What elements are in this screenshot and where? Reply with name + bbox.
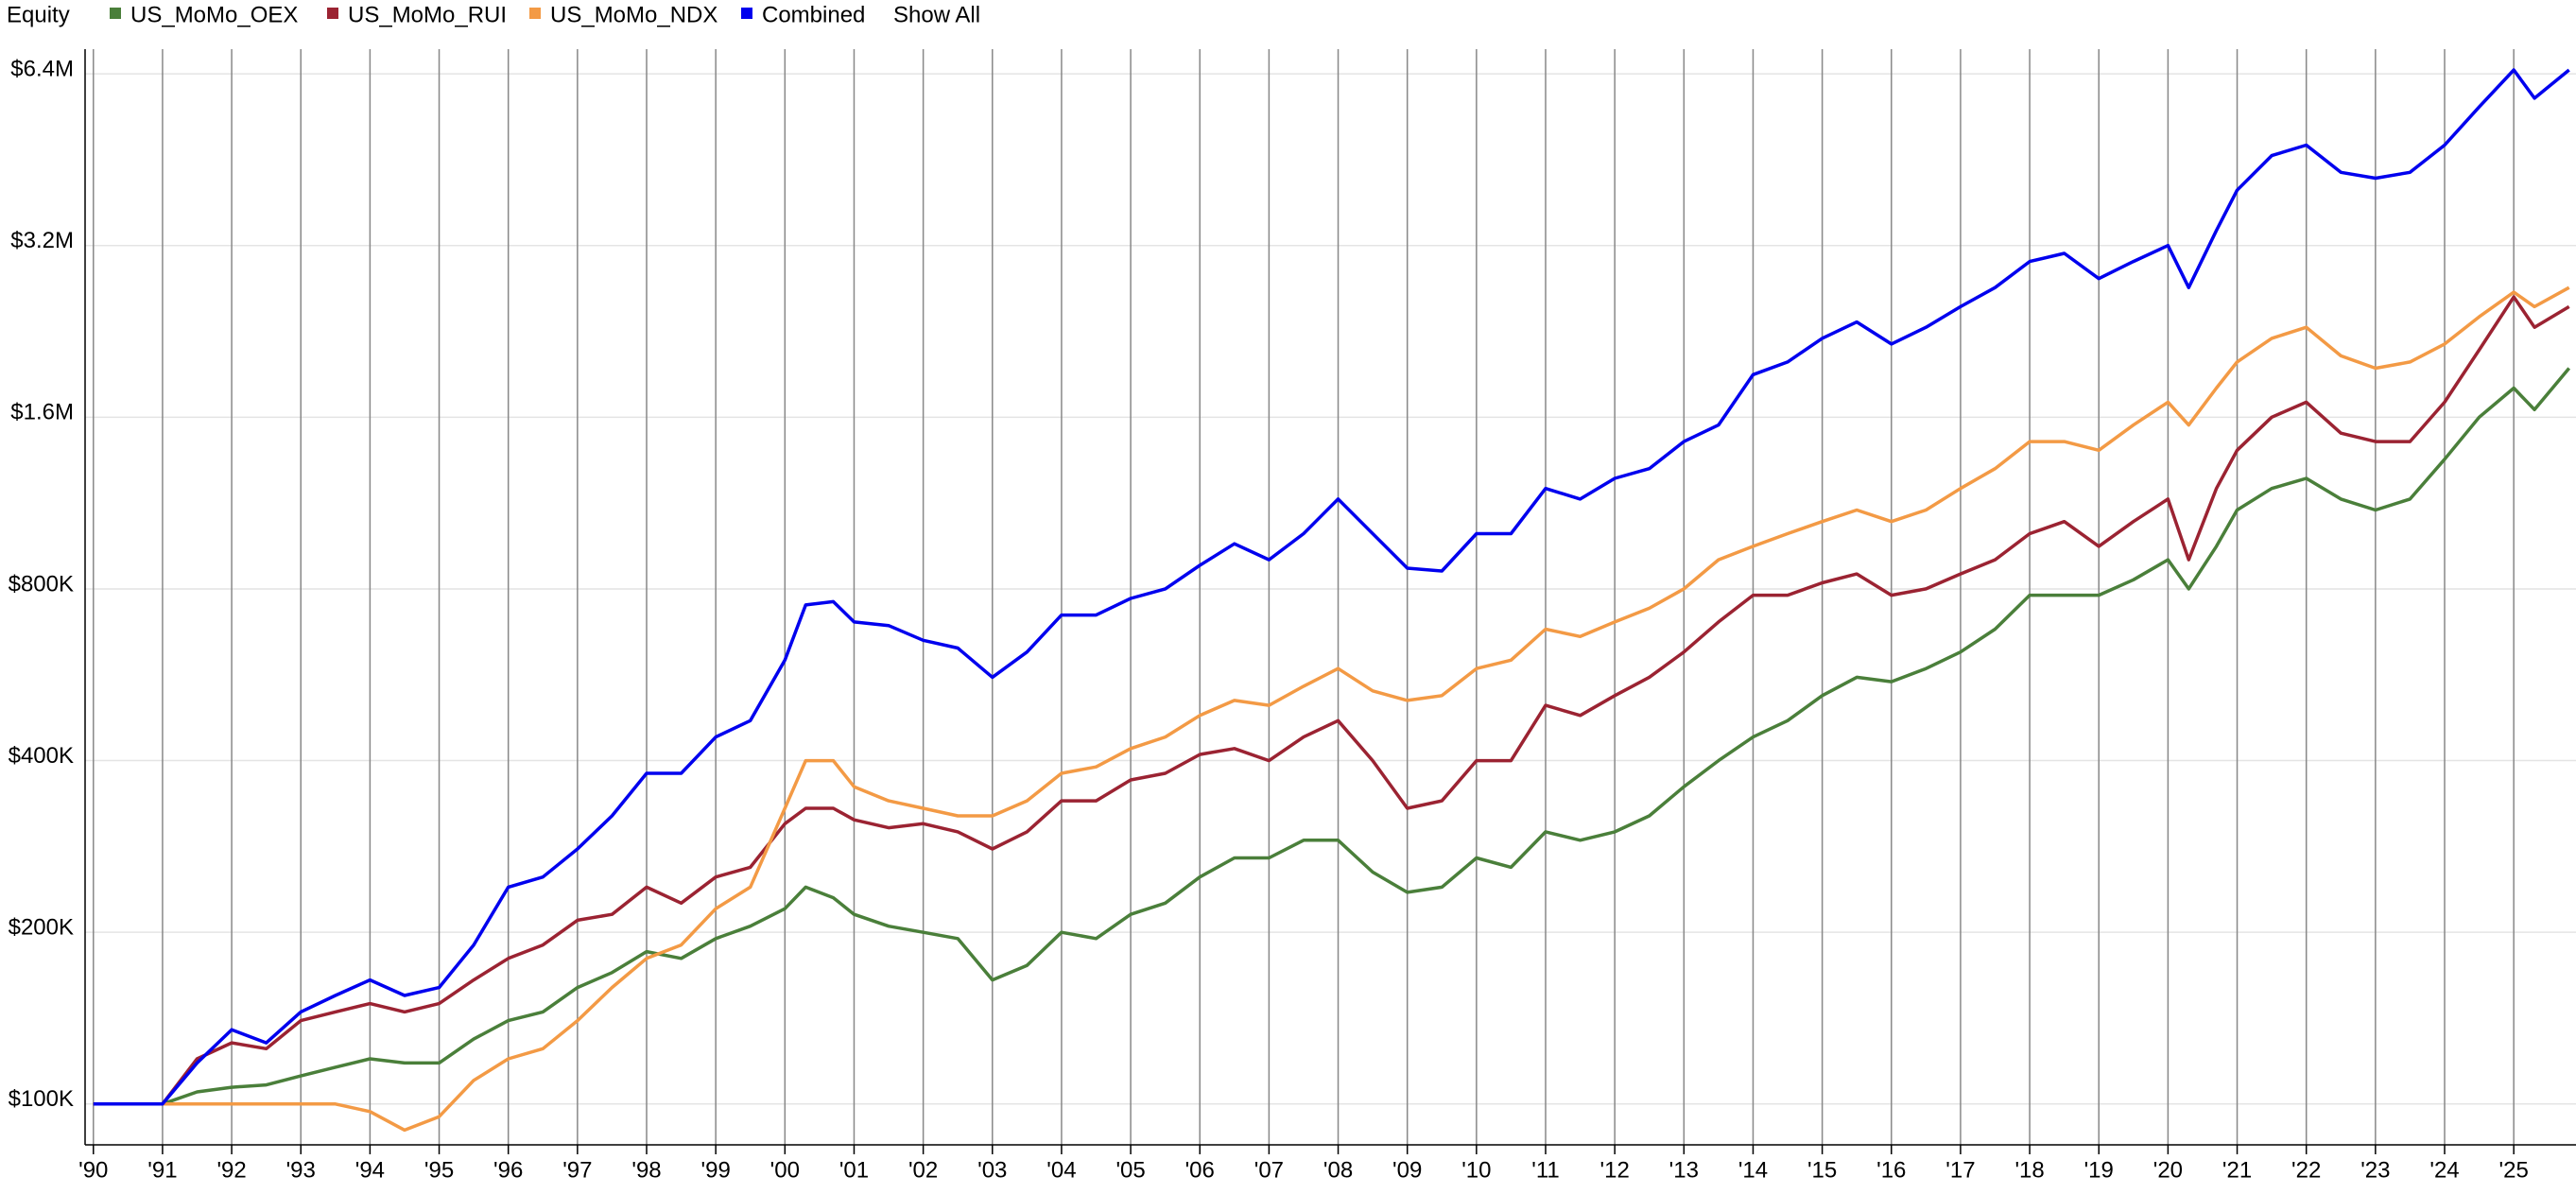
x-tick-label: '04 bbox=[1046, 1157, 1076, 1183]
x-tick-label: '90 bbox=[78, 1157, 108, 1183]
x-tick-label: '21 bbox=[2222, 1157, 2252, 1183]
legend-label[interactable]: US_MoMo_NDX bbox=[550, 2, 717, 27]
legend-swatch bbox=[110, 8, 121, 19]
x-tick-label: '08 bbox=[1323, 1157, 1353, 1183]
x-tick-label: '19 bbox=[2084, 1157, 2114, 1183]
y-tick-label: $200K bbox=[9, 915, 74, 941]
legend-title: Equity bbox=[7, 2, 70, 27]
x-tick-label: '95 bbox=[424, 1157, 454, 1183]
series-line bbox=[93, 68, 2570, 1106]
x-tick-label: '97 bbox=[562, 1157, 592, 1183]
series-line bbox=[93, 295, 2570, 1106]
legend-label[interactable]: Combined bbox=[762, 2, 865, 27]
x-tick-label: '20 bbox=[2153, 1157, 2183, 1183]
x-tick-label: '16 bbox=[1876, 1157, 1906, 1183]
x-tick-label: '96 bbox=[493, 1157, 523, 1183]
x-tick-label: '03 bbox=[977, 1157, 1007, 1183]
y-tick-label: $6.4M bbox=[10, 56, 74, 81]
show-all[interactable]: Show All bbox=[893, 2, 980, 27]
legend-label[interactable]: US_MoMo_RUI bbox=[348, 2, 507, 27]
x-tick-label: '91 bbox=[147, 1157, 177, 1183]
x-tick-label: '17 bbox=[1945, 1157, 1975, 1183]
series-line bbox=[93, 286, 2570, 1133]
x-tick-label: '12 bbox=[1600, 1157, 1630, 1183]
x-tick-label: '06 bbox=[1185, 1157, 1215, 1183]
x-tick-label: '93 bbox=[286, 1157, 316, 1183]
x-tick-label: '09 bbox=[1392, 1157, 1422, 1183]
y-tick-label: $1.6M bbox=[10, 400, 74, 425]
y-tick-label: $100K bbox=[9, 1086, 74, 1112]
x-tick-label: '24 bbox=[2429, 1157, 2459, 1183]
x-tick-label: '00 bbox=[770, 1157, 800, 1183]
x-tick-label: '99 bbox=[701, 1157, 731, 1183]
x-tick-label: '15 bbox=[1807, 1157, 1837, 1183]
x-tick-label: '01 bbox=[839, 1157, 869, 1183]
legend-swatch bbox=[529, 8, 541, 19]
x-tick-label: '92 bbox=[216, 1157, 246, 1183]
x-tick-label: '07 bbox=[1254, 1157, 1284, 1183]
y-tick-label: $3.2M bbox=[10, 228, 74, 253]
y-tick-label: $800K bbox=[9, 571, 74, 597]
x-tick-label: '11 bbox=[1531, 1157, 1560, 1183]
x-tick-label: '18 bbox=[2014, 1157, 2044, 1183]
x-tick-label: '25 bbox=[2499, 1157, 2529, 1183]
x-tick-label: '14 bbox=[1738, 1157, 1768, 1183]
x-tick-label: '22 bbox=[2291, 1157, 2321, 1183]
legend-label[interactable]: US_MoMo_OEX bbox=[130, 2, 298, 27]
legend-swatch bbox=[327, 8, 338, 19]
series-line bbox=[93, 367, 2571, 1106]
x-tick-label: '23 bbox=[2360, 1157, 2390, 1183]
legend-swatch bbox=[741, 8, 752, 19]
x-tick-label: '10 bbox=[1461, 1157, 1491, 1183]
x-tick-label: '13 bbox=[1669, 1157, 1699, 1183]
y-tick-label: $400K bbox=[9, 743, 74, 769]
x-tick-label: '98 bbox=[631, 1157, 661, 1183]
x-tick-label: '02 bbox=[908, 1157, 938, 1183]
x-tick-label: '94 bbox=[355, 1157, 385, 1183]
x-tick-label: '05 bbox=[1115, 1157, 1145, 1183]
